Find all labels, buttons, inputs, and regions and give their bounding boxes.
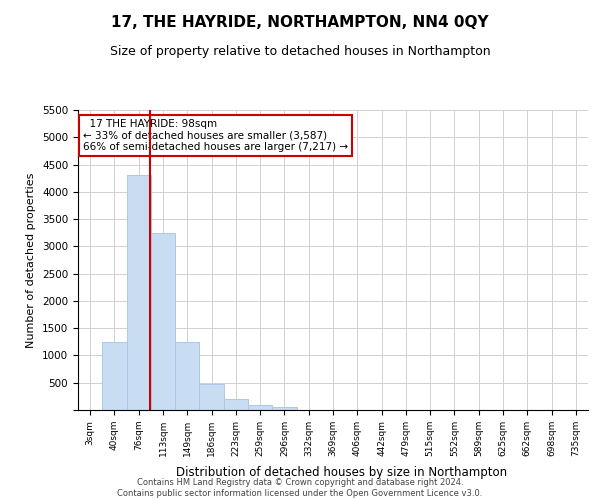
Bar — [199, 384, 224, 410]
Text: Size of property relative to detached houses in Northampton: Size of property relative to detached ho… — [110, 45, 490, 58]
Bar — [175, 342, 199, 410]
Bar — [224, 399, 248, 410]
Text: Contains HM Land Registry data © Crown copyright and database right 2024.
Contai: Contains HM Land Registry data © Crown c… — [118, 478, 482, 498]
Bar — [248, 404, 272, 410]
Bar — [127, 176, 151, 410]
Bar — [151, 232, 175, 410]
Bar — [102, 342, 127, 410]
Y-axis label: Number of detached properties: Number of detached properties — [26, 172, 37, 348]
Text: 17, THE HAYRIDE, NORTHAMPTON, NN4 0QY: 17, THE HAYRIDE, NORTHAMPTON, NN4 0QY — [111, 15, 489, 30]
Text: Distribution of detached houses by size in Northampton: Distribution of detached houses by size … — [176, 466, 508, 479]
Bar — [272, 406, 296, 410]
Text: 17 THE HAYRIDE: 98sqm
← 33% of detached houses are smaller (3,587)
66% of semi-d: 17 THE HAYRIDE: 98sqm ← 33% of detached … — [83, 119, 348, 152]
